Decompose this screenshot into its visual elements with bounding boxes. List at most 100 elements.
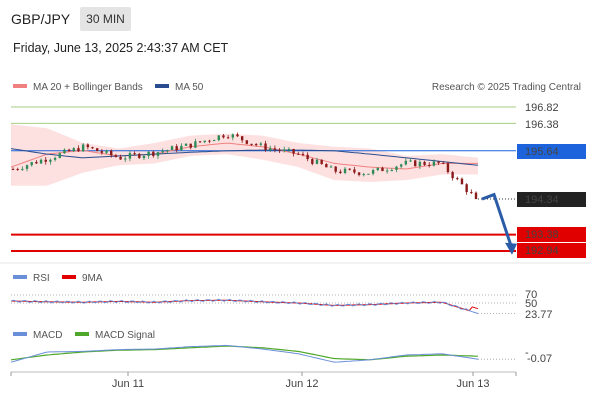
macd-signal-legend-swatch — [75, 332, 89, 336]
candle-body — [315, 159, 319, 164]
candle-body — [138, 153, 141, 158]
candle-body — [231, 134, 235, 138]
support-2-badge — [517, 243, 586, 258]
candle-body — [292, 148, 295, 154]
x-tick-label: Jun 13 — [456, 378, 489, 390]
candle-body — [287, 148, 291, 150]
macd-legend-swatch — [13, 332, 27, 336]
candle-body — [72, 148, 75, 152]
x-axis-ticks: Jun 11 Jun 12 Jun 13 — [10, 372, 517, 390]
forecast-arrowhead — [505, 242, 517, 255]
candle-body — [343, 168, 347, 173]
candle-body — [30, 162, 33, 166]
x-tick-label: Jun 12 — [285, 378, 318, 390]
candle-body — [428, 164, 431, 166]
candle-body — [25, 165, 29, 169]
candle-body — [269, 148, 272, 150]
candle-body — [460, 178, 464, 185]
rsi-level-50: 50 — [525, 298, 537, 310]
resistance-2-label: 196.38 — [525, 119, 559, 131]
candle-body — [86, 144, 90, 148]
support-1-badge — [517, 227, 586, 242]
rsi-ma-legend-label: 9MA — [82, 273, 103, 284]
candle-body — [254, 144, 258, 146]
candle-body — [58, 153, 61, 158]
candle-body — [35, 162, 38, 164]
candle-body — [77, 148, 80, 152]
candle-body — [264, 143, 267, 150]
resistance-1-label: 196.82 — [525, 102, 559, 114]
candle-body — [353, 169, 356, 173]
candle-body — [142, 155, 146, 158]
candle-body — [128, 153, 132, 159]
candle-body — [414, 160, 417, 167]
rsi-plot — [10, 294, 516, 314]
candle-body — [49, 159, 52, 162]
candle-body — [376, 167, 379, 171]
candle-body — [334, 166, 337, 172]
candle-body — [395, 166, 398, 170]
candle-body — [259, 143, 263, 145]
macd-signal-line — [10, 345, 479, 361]
candle-body — [170, 146, 174, 151]
candle-body — [446, 163, 450, 173]
candle-body — [133, 153, 136, 155]
ma50-price-badge — [517, 144, 586, 159]
candle-body — [53, 157, 57, 160]
current-price-badge — [517, 192, 586, 207]
candle-body — [297, 153, 300, 155]
candle-body — [240, 136, 244, 141]
candle-body — [329, 166, 333, 168]
candle-body — [39, 159, 43, 164]
candle-body — [147, 151, 150, 156]
candle-body — [67, 149, 71, 152]
candle-body — [320, 159, 323, 165]
rsi-current-value: 23.77 — [525, 309, 553, 321]
candle-body — [399, 164, 403, 167]
macd-line — [10, 344, 479, 363]
candle-body — [21, 168, 24, 170]
candle-body — [306, 154, 309, 160]
candle-body — [152, 151, 155, 156]
datetime-label: Friday, June 13, 2025 2:43:37 AM CET — [13, 41, 229, 55]
candle-body — [418, 161, 422, 167]
candle-body — [339, 171, 342, 173]
candle-body — [184, 143, 188, 146]
candle-body — [245, 140, 249, 144]
candle-body — [161, 151, 164, 153]
candle-body — [250, 143, 253, 145]
support-1-label: 193.38 — [525, 229, 559, 241]
candle-body — [423, 161, 426, 165]
candle-body — [63, 149, 66, 154]
candle-body — [100, 151, 104, 153]
candle-body — [203, 140, 206, 143]
candle-body — [208, 140, 211, 142]
rsi-line — [10, 298, 479, 314]
candle-body — [194, 141, 197, 148]
candle-body — [381, 167, 384, 172]
candle-body — [348, 168, 351, 170]
candle-body — [404, 160, 408, 165]
candle-body — [362, 174, 365, 176]
ma50-price-label: 195.64 — [525, 146, 559, 158]
candle-body — [357, 172, 361, 175]
candle-body — [409, 160, 412, 162]
x-tick-label: Jun 11 — [112, 378, 144, 390]
ma50-line — [10, 148, 479, 166]
candle-body — [442, 162, 445, 164]
candle-body — [437, 161, 440, 163]
candle-body — [156, 152, 160, 156]
candle-body — [44, 159, 47, 162]
candle-body — [198, 141, 202, 143]
candle-body — [180, 145, 183, 151]
price-axis: 196.82 196.38 195.64 194.34 193.38 192.9… — [517, 102, 586, 258]
candle-body — [301, 153, 305, 155]
candle-body — [222, 135, 225, 138]
interval-button[interactable]: 30 MIN — [80, 7, 131, 31]
candle-body — [119, 156, 122, 160]
credit-label: Research © 2025 Trading Central — [432, 82, 581, 93]
candle-body — [175, 146, 178, 151]
candle-body — [390, 169, 394, 171]
candle-body — [273, 148, 277, 150]
